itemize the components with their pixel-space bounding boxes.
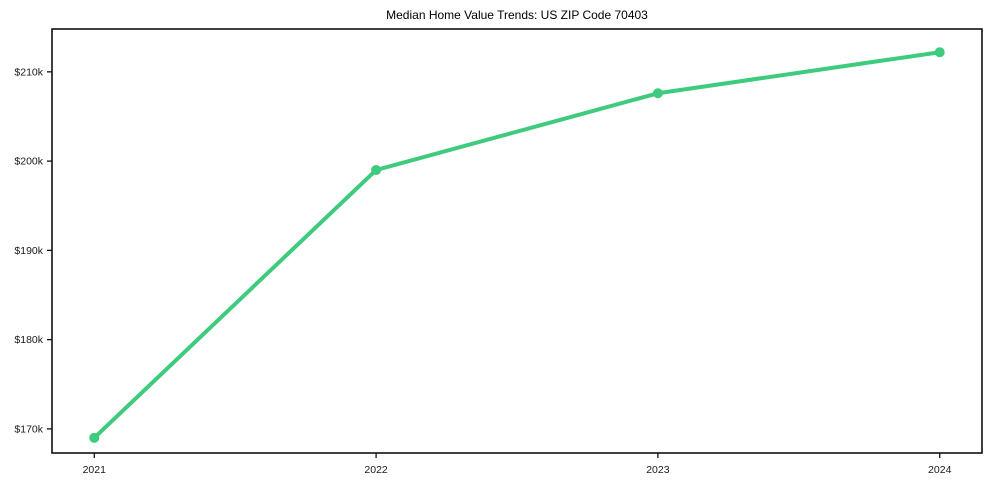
chart-title: Median Home Value Trends: US ZIP Code 70… — [386, 8, 648, 22]
data-point-marker — [652, 88, 663, 99]
data-point-marker — [371, 165, 382, 176]
plot-border — [51, 28, 983, 454]
x-tick-label: 2022 — [364, 464, 388, 476]
x-tick-label: 2021 — [83, 464, 107, 476]
trend-line — [92, 50, 942, 440]
x-tick-label: 2024 — [928, 464, 952, 476]
data-point-marker — [934, 47, 945, 58]
y-tick-label: $210k — [14, 66, 43, 78]
y-tick-label: $180k — [14, 334, 43, 346]
y-tick-label: $190k — [14, 245, 43, 257]
data-point-marker — [89, 432, 100, 443]
x-tick-label: 2023 — [646, 464, 670, 476]
y-tick-label: $200k — [14, 156, 43, 168]
y-tick-label: $170k — [14, 423, 43, 435]
